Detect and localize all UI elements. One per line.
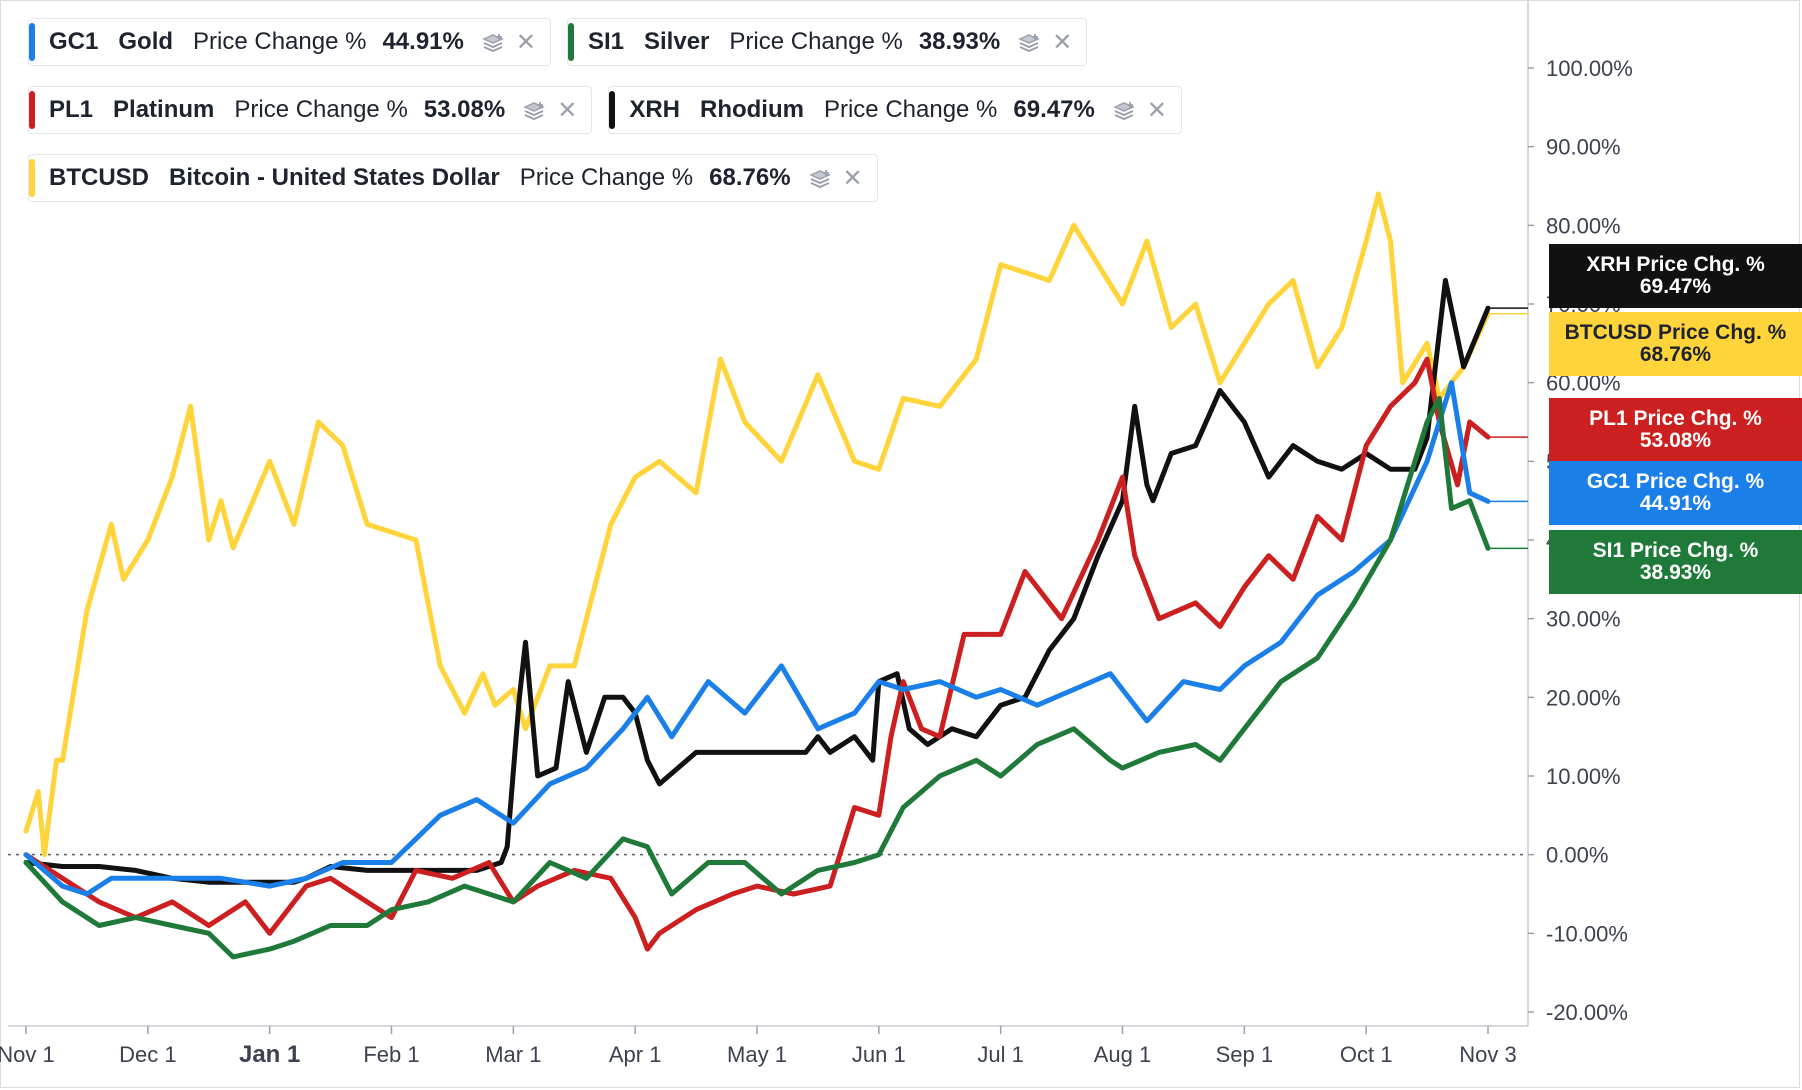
price-tag-title: GC1 Price Chg. % — [1586, 470, 1765, 493]
series-line-btcusd[interactable] — [23, 191, 1491, 858]
y-tick-label: 0.00% — [1546, 843, 1608, 868]
x-axis: Nov 1 Dec 1 Jan 1 Feb 1 Mar 1 Apr 1 May 1 Jun 1… — [0, 1025, 1528, 1068]
x-tick-label: Jul 1 — [977, 1042, 1023, 1067]
close-icon[interactable]: ✕ — [557, 96, 578, 124]
legend-swatch — [29, 23, 35, 61]
price-tag-title: BTCUSD Price Chg. % — [1564, 321, 1787, 344]
series-line-pl1[interactable] — [23, 356, 1491, 952]
price-tag: GC1 Price Chg. % 44.91% — [1549, 461, 1802, 525]
layers-icon[interactable] — [523, 100, 546, 121]
price-tag-value: 38.93% — [1639, 561, 1712, 584]
legend-item-btcusd[interactable]: BTCUSD Bitcoin - United States Dollar Pric… — [28, 154, 878, 202]
x-tick-label: Apr 1 — [609, 1042, 662, 1067]
legend-name: Platinum — [113, 96, 215, 123]
close-icon[interactable]: ✕ — [1146, 96, 1167, 124]
price-tag-value: 44.91% — [1639, 492, 1712, 515]
price-tag-value: 69.47% — [1639, 275, 1712, 298]
legend-swatch — [567, 23, 574, 61]
legend-item-gc1[interactable]: GC1 Gold Price Change % 44.91% ✕ — [28, 18, 551, 66]
legend-metric: Price Change % — [519, 164, 694, 191]
price-tag: XRH Price Chg. % 69.47% — [1549, 244, 1802, 308]
y-tick-label: 20.00% — [1546, 685, 1621, 710]
close-icon[interactable]: ✕ — [515, 28, 536, 56]
price-tag: PL1 Price Chg. % 53.08% — [1549, 398, 1802, 462]
legend-item-xrh[interactable]: XRH Rhodium Price Change % 69.47% ✕ — [608, 86, 1182, 134]
close-icon[interactable]: ✕ — [842, 164, 863, 192]
legend-metric: Price Change % — [234, 96, 408, 123]
series-line-xrh[interactable] — [23, 277, 1491, 885]
legend-name: Silver — [644, 28, 710, 55]
legend-row: BTCUSD Bitcoin - United States Dollar Pric… — [28, 154, 878, 202]
price-tag-value: 53.08% — [1639, 429, 1712, 452]
legend-name: Bitcoin - United States Dollar — [169, 164, 500, 191]
legend-swatch — [29, 91, 35, 129]
x-tick-label: Jun 1 — [852, 1042, 906, 1067]
legend-value: 68.76% — [709, 164, 791, 191]
legend-value: 38.93% — [918, 28, 1001, 55]
layers-icon[interactable] — [1018, 32, 1041, 53]
price-tag: SI1 Price Chg. % 38.93% — [1549, 530, 1802, 594]
x-tick-label: Dec 1 — [119, 1042, 176, 1067]
y-tick-label: -20.00% — [1546, 1000, 1628, 1025]
close-icon[interactable]: ✕ — [1052, 28, 1073, 56]
price-tag-value: 68.76% — [1639, 343, 1712, 366]
layers-icon[interactable] — [482, 32, 504, 53]
legend-metric: Price Change % — [193, 28, 367, 55]
legend-symbol: XRH — [629, 96, 680, 123]
legend-metric: Price Change % — [729, 28, 903, 55]
y-tick-label: 90.00% — [1546, 135, 1621, 160]
legend-name: Rhodium — [699, 96, 804, 123]
legend-symbol: PL1 — [49, 96, 94, 123]
price-tag: BTCUSD Price Chg. % 68.76% — [1549, 312, 1802, 376]
y-tick-label: 100.00% — [1546, 56, 1633, 81]
series-lines[interactable] — [23, 191, 1528, 960]
legend-value: 69.47% — [1013, 96, 1095, 123]
legend-name: Gold — [118, 28, 174, 55]
x-tick-label: Mar 1 — [485, 1042, 541, 1067]
x-tick-label: Aug 1 — [1094, 1042, 1152, 1067]
x-tick-label: May 1 — [727, 1042, 787, 1067]
legend-symbol: GC1 — [49, 28, 99, 55]
x-tick-label: Nov 3 — [1459, 1042, 1516, 1067]
legend-swatch — [609, 91, 616, 129]
legend-symbol: SI1 — [587, 28, 624, 55]
price-tag-title: SI1 Price Chg. % — [1592, 539, 1759, 562]
series-line-si1[interactable] — [23, 395, 1491, 960]
y-tick-label: 10.00% — [1546, 764, 1621, 789]
layers-icon[interactable] — [808, 168, 831, 189]
x-tick-label: Jan 1 — [239, 1041, 300, 1068]
price-tag-title: XRH Price Chg. % — [1586, 253, 1765, 276]
x-tick-label: Feb 1 — [363, 1042, 419, 1067]
legend-item-pl1[interactable]: PL1 Platinum Price Change % 53.08% ✕ — [28, 86, 593, 134]
legend-row: GC1 Gold Price Change % 44.91% ✕ SI1 Silver Pri… — [28, 18, 1088, 66]
legend-item-si1[interactable]: SI1 Silver Price Change % 38.93% ✕ — [566, 18, 1088, 66]
layers-icon[interactable] — [1112, 100, 1135, 121]
legend-row: PL1 Platinum Price Change % 53.08% ✕ XRH Rhodi… — [28, 86, 1182, 134]
price-tag-title: PL1 Price Chg. % — [1589, 407, 1762, 430]
x-tick-label: Oct 1 — [1340, 1042, 1393, 1067]
x-tick-label: Sep 1 — [1216, 1042, 1274, 1067]
legend-swatch — [29, 159, 35, 197]
x-tick-label: Nov 1 — [0, 1042, 55, 1067]
series-line-gc1[interactable] — [23, 380, 1491, 897]
legend-metric: Price Change % — [823, 96, 998, 123]
legend-value: 53.08% — [423, 96, 506, 123]
y-tick-label: -10.00% — [1546, 921, 1628, 946]
legend-symbol: BTCUSD — [49, 164, 149, 191]
y-tick-label: 80.00% — [1546, 213, 1621, 238]
y-tick-label: 30.00% — [1546, 607, 1621, 632]
legend-value: 44.91% — [382, 28, 464, 55]
